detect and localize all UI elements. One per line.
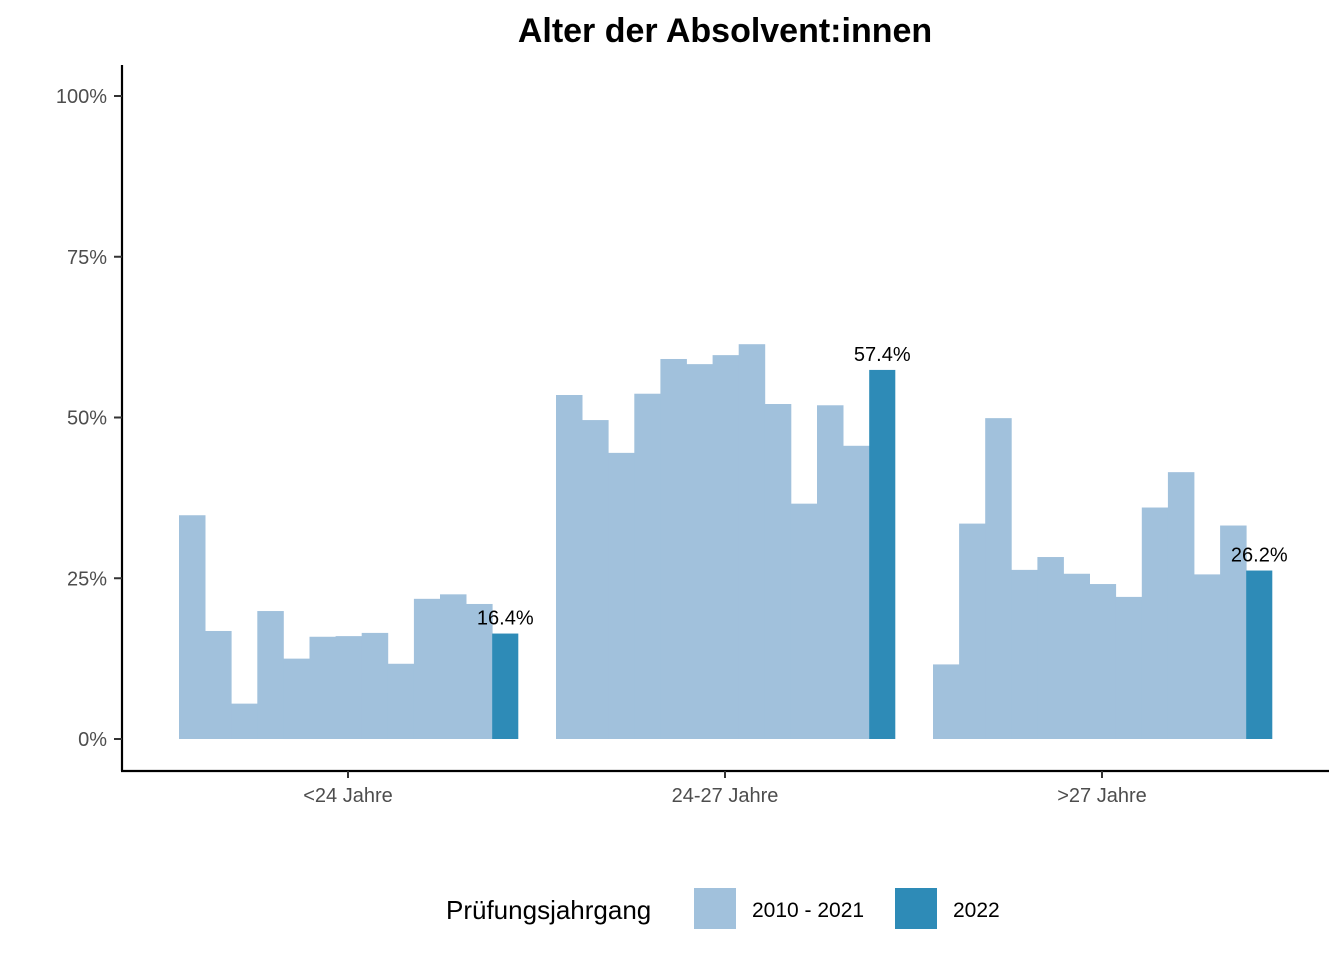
bar-historic — [1141, 507, 1169, 739]
value-label: 16.4% — [477, 608, 534, 630]
value-label: 57.4% — [854, 344, 911, 366]
y-tick-label: 100% — [56, 86, 107, 108]
bar-historic — [817, 405, 844, 739]
legend-label-2010-2021: 2010 - 2021 — [752, 899, 864, 922]
bar-current — [492, 633, 519, 739]
plot-area: 16.4% 57.4% 26.2% — [179, 344, 1288, 740]
bar-historic — [985, 418, 1012, 739]
bar-historic — [933, 664, 960, 739]
y-tick-label: 50% — [67, 408, 107, 430]
legend: Prüfungsjahrgang 2010 - 2021 2022 — [446, 888, 1000, 929]
bar-historic — [1220, 525, 1247, 739]
bar-historic — [283, 658, 310, 740]
bar-historic — [1011, 569, 1038, 739]
bar-historic — [738, 344, 766, 739]
bar-current — [869, 369, 896, 739]
bar-historic — [413, 598, 441, 739]
y-tick-label: 75% — [67, 247, 107, 269]
bar-historic — [466, 603, 493, 739]
bar-historic — [1115, 596, 1143, 739]
bar-current — [1246, 570, 1273, 739]
bar-historic — [257, 611, 284, 739]
bar-historic — [843, 445, 870, 739]
chart-title: Alter der Absolvent:innen — [518, 12, 932, 50]
bar-historic — [440, 594, 467, 739]
legend-title: Prüfungsjahrgang — [446, 895, 651, 925]
bar-historic — [634, 393, 661, 739]
bar-historic — [660, 358, 687, 739]
bar-historic — [764, 404, 792, 739]
y-tick-label: 0% — [78, 729, 107, 751]
bar-historic — [959, 523, 986, 739]
bar-historic — [231, 703, 258, 739]
legend-swatch-2010-2021 — [694, 888, 736, 929]
bar-historic — [1167, 472, 1195, 739]
x-tick-label: >27 Jahre — [1057, 785, 1147, 807]
bar-historic — [712, 355, 740, 739]
bar-historic — [686, 364, 713, 739]
value-label: 26.2% — [1231, 545, 1288, 567]
bar-historic — [387, 663, 415, 739]
y-tick-label: 25% — [67, 568, 107, 590]
bar-historic — [1037, 557, 1064, 739]
x-tick-label: 24-27 Jahre — [672, 785, 779, 807]
bar-historic — [361, 632, 389, 739]
bar-historic — [582, 420, 609, 739]
bar-historic — [309, 636, 336, 739]
legend-label-2022: 2022 — [953, 899, 1000, 922]
bar-historic — [179, 515, 206, 739]
y-axis: 0% 25% 50% 75% 100% — [56, 86, 122, 751]
bar-historic — [608, 452, 635, 739]
bar-historic — [1063, 573, 1090, 739]
bar-historic — [1089, 584, 1117, 739]
bar-historic — [1194, 574, 1221, 739]
bar-historic — [205, 630, 232, 739]
bar-historic — [556, 395, 583, 739]
x-axis: <24 Jahre 24-27 Jahre >27 Jahre — [303, 771, 1147, 807]
bar-historic — [790, 503, 818, 739]
bar-historic — [335, 636, 363, 739]
legend-swatch-2022 — [895, 888, 937, 929]
x-tick-label: <24 Jahre — [303, 785, 393, 807]
